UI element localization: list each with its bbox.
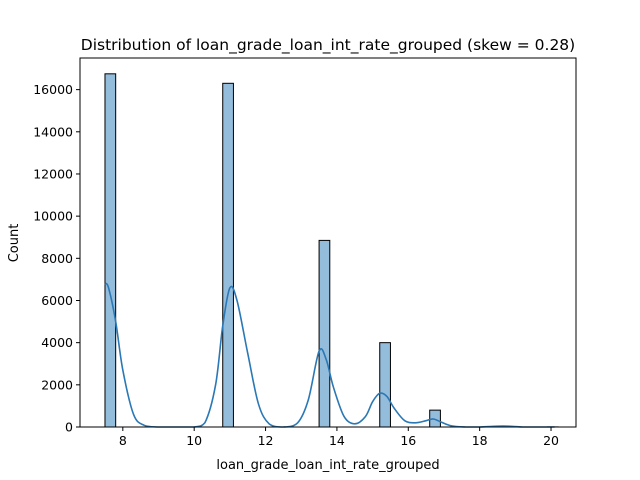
- y-axis-ticks: 0 2000 4000 6000 8000 10000 12000 14000 16000: [33, 82, 80, 435]
- y-tick-label: 6000: [41, 293, 73, 308]
- x-tick-label: 20: [543, 433, 559, 448]
- y-axis-label: Count: [7, 224, 22, 263]
- histogram-bar-1: [222, 82, 234, 428]
- x-tick-label: 10: [186, 433, 202, 448]
- histogram-bar-3: [379, 342, 391, 428]
- y-tick-label: 12000: [33, 166, 73, 181]
- y-tick-label: 0: [65, 420, 73, 435]
- y-tick-label: 10000: [33, 209, 73, 224]
- chart-title: Distribution of loan_grade_loan_int_rate…: [81, 36, 575, 55]
- histogram-bar-2: [318, 239, 331, 428]
- y-tick-label: 2000: [41, 377, 73, 392]
- x-tick-label: 12: [258, 433, 274, 448]
- plot-frame: [79, 57, 577, 428]
- bars-layer: [104, 73, 559, 428]
- x-tick-label: 16: [400, 433, 416, 448]
- x-axis-ticks: 8 10 12 14 16 18 20: [119, 427, 559, 448]
- y-tick-label: 4000: [41, 335, 73, 350]
- y-tick-label: 14000: [33, 124, 73, 139]
- y-tick-label: 16000: [33, 82, 73, 97]
- y-tick-label: 8000: [41, 251, 73, 266]
- histogram-bar-0: [104, 73, 117, 428]
- x-tick-label: 8: [119, 433, 127, 448]
- x-tick-label: 18: [472, 433, 488, 448]
- x-axis-label: loan_grade_loan_int_rate_grouped: [216, 458, 439, 473]
- x-tick-label: 14: [329, 433, 345, 448]
